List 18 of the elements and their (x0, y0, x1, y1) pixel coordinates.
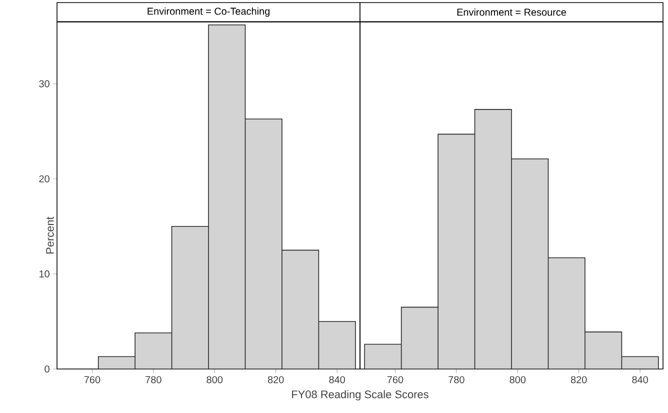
y-tick-label: 20 (39, 175, 50, 182)
x-tick-label: 760 (387, 376, 404, 384)
x-tick-label: 780 (146, 376, 162, 384)
y-tick-label: 30 (39, 80, 50, 88)
x-tick-label: 800 (206, 376, 223, 384)
x-tick-label: 820 (570, 376, 587, 384)
y-tick-label: 0 (44, 365, 50, 373)
x-tick-label: 780 (448, 376, 464, 384)
chart-title: Environment = Co-Teaching (148, 7, 270, 17)
chart-title: Environment = Resource (457, 8, 566, 16)
x-tick-label: 760 (84, 376, 100, 384)
y-tick-label: 10 (40, 270, 50, 278)
x-tick-label: 820 (268, 376, 284, 384)
y-axis-title: Percent (46, 216, 54, 254)
x-tick-label: 800 (510, 376, 526, 384)
x-tick-label: 840 (632, 376, 648, 384)
x-axis-title: FY08 Reading Scale Scores (292, 390, 428, 400)
x-tick-label: 840 (329, 376, 345, 384)
